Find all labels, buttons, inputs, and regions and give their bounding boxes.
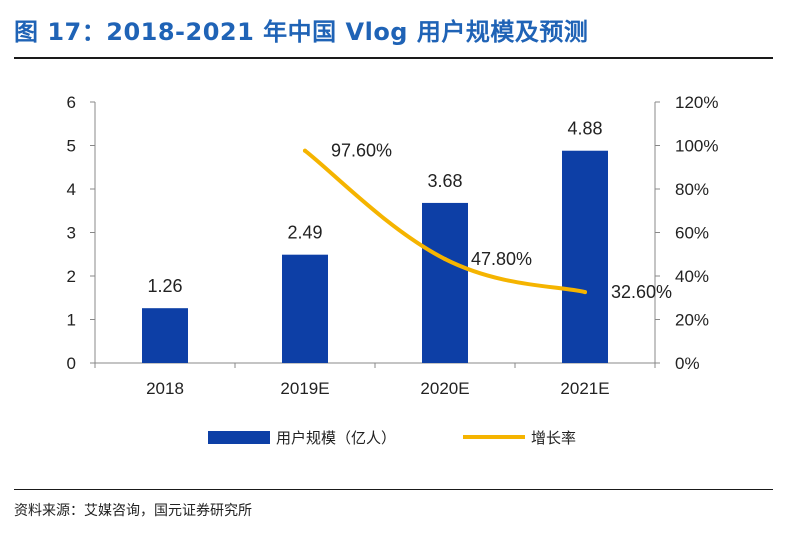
data-labels: 1.26 2.49 3.68 4.88 97.60% 47.80% 32.60% [147, 119, 672, 302]
x-tick-label: 2020E [420, 379, 469, 398]
bar-value-label: 4.88 [567, 119, 602, 139]
right-tick-label: 100% [675, 137, 718, 156]
left-tick-label: 5 [67, 137, 76, 156]
bar [142, 308, 188, 363]
left-tick-label: 6 [67, 93, 76, 112]
right-tick-label: 40% [675, 267, 709, 286]
bar [422, 202, 468, 363]
line-point [303, 148, 307, 153]
x-tick-label: 2021E [560, 379, 609, 398]
line-value-label: 97.60% [331, 141, 392, 161]
bar-series [142, 150, 608, 363]
bar-value-label: 2.49 [287, 223, 322, 243]
right-tick-label: 0% [675, 354, 700, 373]
right-tick-label: 60% [675, 224, 709, 243]
left-tick-label: 2 [67, 267, 76, 286]
bar [282, 254, 328, 363]
line-value-label: 32.60% [611, 282, 672, 302]
right-tick-label: 80% [675, 180, 709, 199]
legend-bar-swatch [208, 431, 270, 444]
left-tick-label: 0 [67, 354, 76, 373]
x-tick-label: 2019E [280, 379, 329, 398]
line-series [303, 148, 587, 295]
source-divider [14, 489, 773, 490]
line-point [583, 290, 587, 295]
legend-line-label: 增长率 [531, 429, 576, 447]
source-note: 资料来源：艾媒咨询，国元证券研究所 [14, 503, 252, 519]
right-tick-label: 20% [675, 311, 709, 330]
figure-title: 图 17：2018-2021 年中国 Vlog 用户规模及预测 [14, 18, 589, 46]
right-tick-label: 120% [675, 93, 718, 112]
left-tick-label: 1 [67, 311, 76, 330]
line-value-label: 47.80% [471, 249, 532, 269]
line-point [443, 257, 447, 262]
bar [562, 150, 608, 363]
legend-bar-label: 用户规模（亿人） [276, 429, 396, 447]
title-divider [14, 57, 773, 59]
left-tick-label: 4 [67, 180, 76, 199]
bar-value-label: 3.68 [427, 171, 462, 191]
left-tick-label: 3 [67, 224, 76, 243]
legend: 用户规模（亿人） 增长率 [208, 429, 576, 447]
bar-value-label: 1.26 [147, 276, 182, 296]
x-tick-label: 2018 [146, 379, 184, 398]
